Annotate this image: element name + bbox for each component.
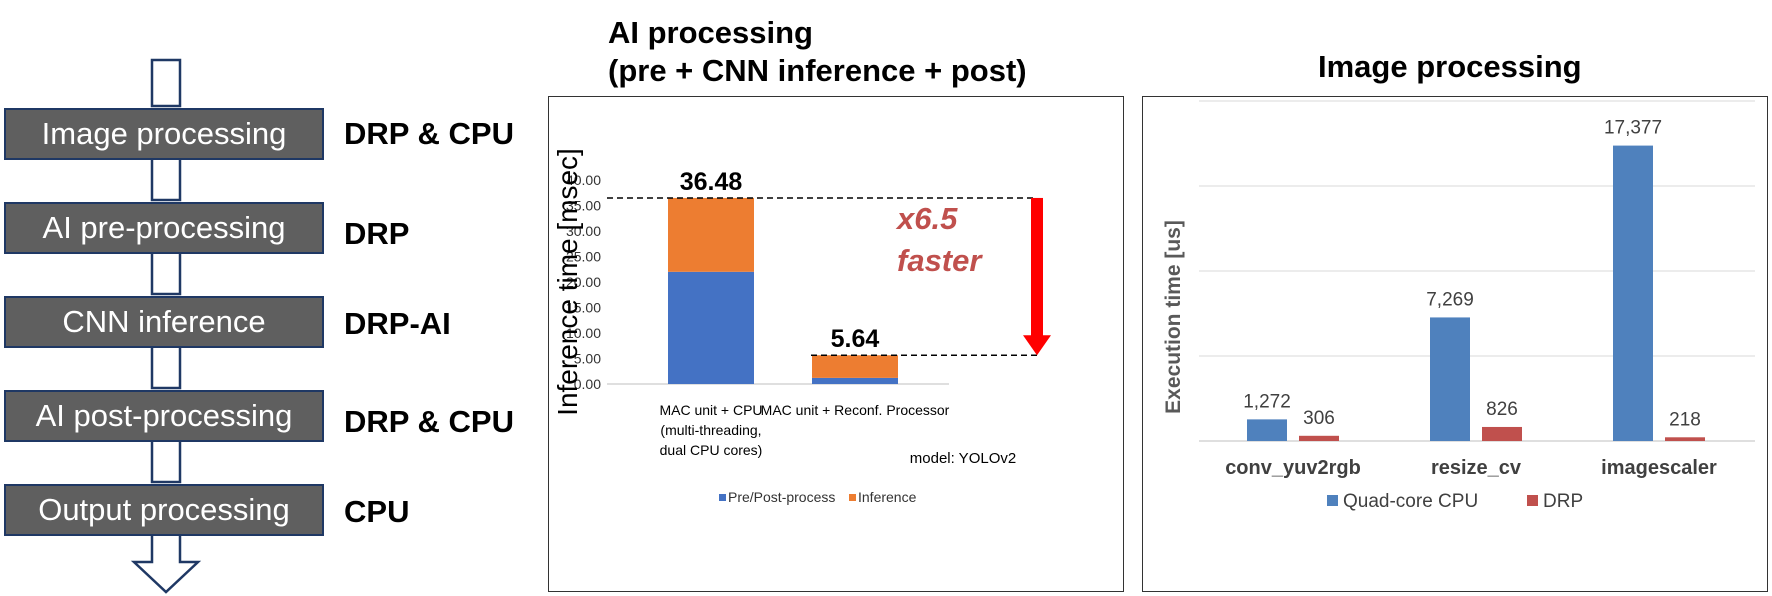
img-chart-svg: Execution time [us] 1,272 306 conv_yuv2rgb 7… xyxy=(1162,100,1755,512)
data-label: 1,272 xyxy=(1243,391,1291,412)
bar xyxy=(1613,145,1653,441)
bar-segment xyxy=(812,355,898,378)
ai-chart-title-line1: AI processing xyxy=(608,15,813,50)
bar xyxy=(1430,317,1470,441)
bar xyxy=(1247,419,1287,441)
model-note: model: YOLOv2 xyxy=(910,450,1016,467)
y-axis-label: Execution time [us] xyxy=(1162,220,1185,414)
flow-stage-image-processing: Image processing xyxy=(4,108,324,160)
y-tick-label: 5.00 xyxy=(574,351,601,367)
img-chart-panel: Execution time [us] 1,272 306 conv_yuv2rgb 7… xyxy=(1142,96,1768,592)
y-tick-label: 0.00 xyxy=(574,376,601,392)
x-category-label: MAC unit + CPU xyxy=(659,402,762,418)
legend-label: Pre/Post-process xyxy=(728,489,835,505)
flow-engine-label: CPU xyxy=(344,494,410,529)
data-label: 218 xyxy=(1669,409,1701,430)
flow-engine-label: DRP-AI xyxy=(344,306,451,341)
bar xyxy=(1665,437,1705,441)
flow-connector xyxy=(150,340,182,390)
y-axis-label: Inference time [msec] xyxy=(552,148,583,416)
speedup-arrow-head-icon xyxy=(1023,335,1051,356)
flow-stage-label: CNN inference xyxy=(62,304,266,339)
flow-stage-label: AI pre-processing xyxy=(42,210,286,245)
bar-segment xyxy=(668,197,754,272)
legend-label: Quad-core CPU xyxy=(1343,491,1478,512)
img-chart-title: Image processing xyxy=(1318,49,1582,84)
x-category-label: resize_cv xyxy=(1431,457,1522,479)
ai-chart-panel: 0.00 5.00 10.00 15.00 20.00 25.00 30.00 35.00 40… xyxy=(548,96,1124,592)
flow-stage-label: AI post-processing xyxy=(35,398,293,433)
bar-segment xyxy=(812,377,898,384)
processing-flow-diagram: Image processing DRP & CPU AI pre-proces… xyxy=(0,0,560,596)
bar xyxy=(1299,435,1339,441)
y-tick-label: 25.00 xyxy=(566,249,601,265)
y-tick-label: 30.00 xyxy=(566,223,601,239)
flow-arrow-head-icon xyxy=(130,528,202,594)
legend-swatch xyxy=(719,494,726,501)
flow-connector xyxy=(150,152,182,202)
flow-stage-output-processing: Output processing xyxy=(4,484,324,536)
x-category-label: (multi-threading, xyxy=(660,422,761,438)
y-tick-label: 40.00 xyxy=(566,172,601,188)
legend-label: Inference xyxy=(858,489,917,505)
y-tick-label: 10.00 xyxy=(566,325,601,341)
legend-swatch xyxy=(1527,495,1538,506)
flow-stage-ai-pre-processing: AI pre-processing xyxy=(4,202,324,254)
flow-stage-ai-post-processing: AI post-processing xyxy=(4,390,324,442)
ai-chart-title-line2: (pre + CNN inference + post) xyxy=(608,53,1027,88)
y-tick-label: 15.00 xyxy=(566,300,601,316)
data-label: 7,269 xyxy=(1426,289,1474,310)
legend-swatch xyxy=(849,494,856,501)
y-tick-label: 35.00 xyxy=(566,198,601,214)
flow-engine-label: DRP & CPU xyxy=(344,404,514,439)
x-category-label: imagescaler xyxy=(1601,457,1717,479)
speedup-annotation: faster xyxy=(897,243,983,278)
speedup-annotation: x6.5 xyxy=(895,201,958,236)
flow-stage-cnn-inference: CNN inference xyxy=(4,296,324,348)
x-category-label: dual CPU cores) xyxy=(660,442,763,458)
legend-label: DRP xyxy=(1543,491,1583,512)
flow-stage-label: Image processing xyxy=(41,116,287,151)
ai-chart-svg: 0.00 5.00 10.00 15.00 20.00 25.00 30.00 35.00 40… xyxy=(552,148,1051,505)
data-label: 306 xyxy=(1303,408,1335,429)
bar-segment xyxy=(668,271,754,384)
data-label: 826 xyxy=(1486,399,1518,420)
flow-engine-label: DRP xyxy=(344,216,410,251)
speedup-arrow-shaft xyxy=(1031,197,1043,338)
ai-chart-title: AI processing (pre + CNN inference + pos… xyxy=(608,14,1027,90)
flow-engine-label: DRP & CPU xyxy=(344,116,514,151)
bar-total-label: 36.48 xyxy=(680,168,743,196)
flow-arrow xyxy=(130,58,202,594)
x-category-label: MAC unit + Reconf. Processor xyxy=(761,402,950,418)
flow-connector xyxy=(150,246,182,296)
data-label: 17,377 xyxy=(1604,118,1662,139)
legend-swatch xyxy=(1327,495,1338,506)
flow-connector xyxy=(150,434,182,484)
bar xyxy=(1482,426,1522,441)
bar-total-label: 5.64 xyxy=(831,325,880,353)
x-category-label: conv_yuv2rgb xyxy=(1225,457,1361,479)
flow-arrow-shaft-top xyxy=(150,58,182,108)
flow-stage-label: Output processing xyxy=(38,492,290,527)
y-tick-label: 20.00 xyxy=(566,274,601,290)
